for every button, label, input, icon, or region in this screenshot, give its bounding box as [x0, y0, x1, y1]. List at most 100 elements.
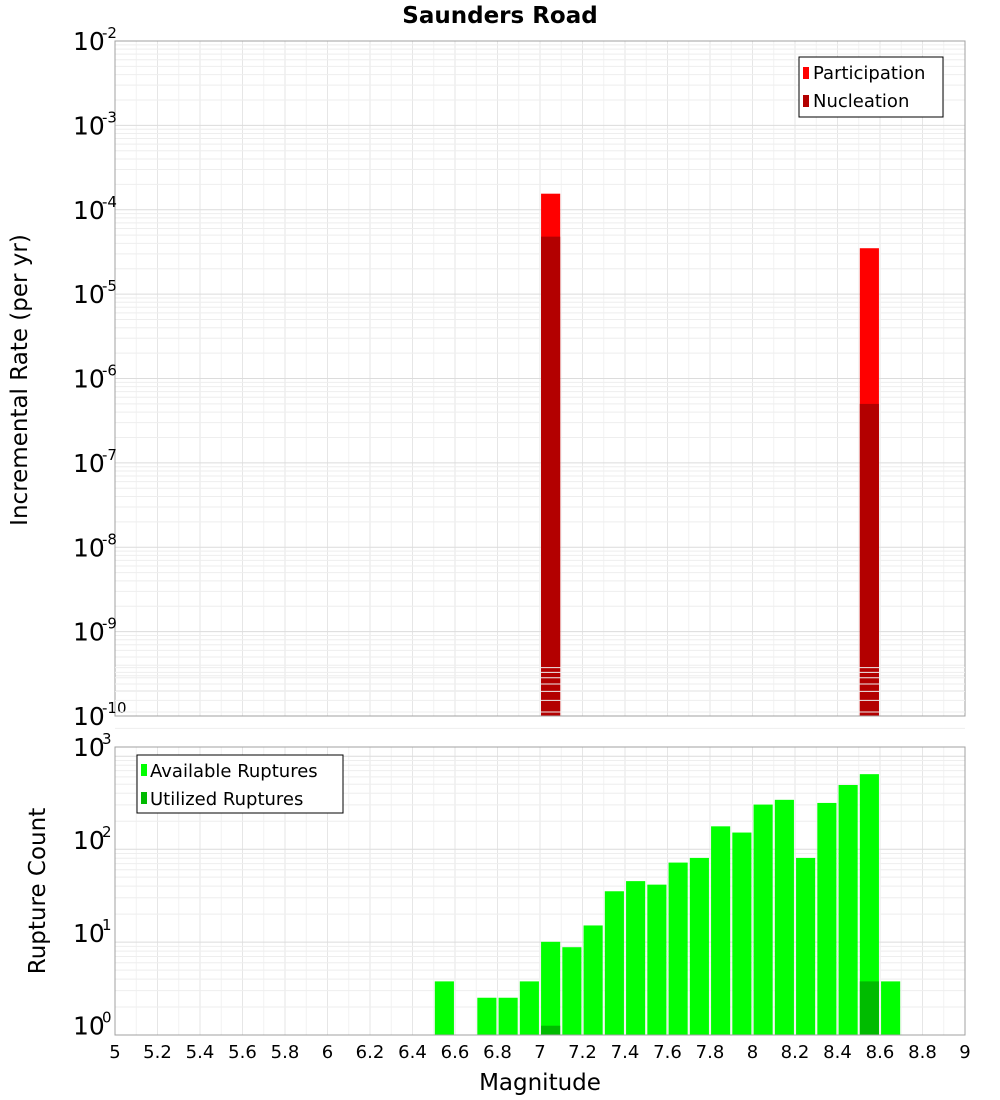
x-tick-label: 7 [534, 1042, 545, 1063]
top-y-tick-exponent: -9 [102, 615, 117, 633]
bar-available-ruptures [796, 857, 816, 1035]
bottom-y-tick-exponent: 0 [102, 1009, 112, 1027]
bar-nucleation [859, 403, 879, 716]
bar-available-ruptures [583, 925, 603, 1035]
bottom-y-tick-exponent: 3 [102, 730, 112, 748]
x-tick-label: 7.4 [611, 1042, 640, 1063]
legend-swatch-nucleation [803, 95, 809, 107]
top-y-tick-exponent: -4 [102, 193, 117, 211]
bar-available-ruptures [498, 997, 518, 1035]
bar-utilized-ruptures [859, 981, 879, 1035]
bar-available-ruptures [434, 981, 454, 1035]
x-tick-label: 8 [747, 1042, 758, 1063]
top-y-tick-label: 10 [73, 280, 105, 309]
bar-available-ruptures [477, 997, 497, 1035]
bottom-y-tick-exponent: 2 [102, 823, 112, 841]
x-tick-label: 6.6 [441, 1042, 470, 1063]
top-plot-frame [114, 40, 966, 717]
bar-available-ruptures [562, 947, 582, 1035]
bar-available-ruptures [604, 891, 624, 1035]
legend-swatch-available-ruptures [141, 764, 147, 776]
bar-available-ruptures [711, 826, 731, 1035]
legend-label-nucleation: Nucleation [813, 91, 909, 112]
top-y-tick-exponent: -10 [102, 699, 127, 717]
top-y-tick-exponent: -2 [102, 24, 117, 42]
x-tick-label: 6.8 [483, 1042, 512, 1063]
x-tick-label: 6.4 [398, 1042, 427, 1063]
legend-swatch-participation [803, 67, 809, 79]
top-y-tick-label: 10 [73, 365, 105, 394]
x-tick-label: 6 [322, 1042, 333, 1063]
bar-available-ruptures [626, 881, 646, 1035]
bar-available-ruptures [647, 884, 667, 1035]
top-y-tick-label: 10 [73, 449, 105, 478]
bottom-y-tick-label: 10 [73, 826, 105, 855]
bar-available-ruptures [838, 784, 858, 1035]
bar-available-ruptures [689, 857, 709, 1035]
legend-label-utilized-ruptures: Utilized Ruptures [150, 789, 303, 810]
bar-available-ruptures [519, 981, 539, 1035]
x-tick-label: 5.8 [271, 1042, 300, 1063]
bottom-grid [114, 667, 966, 1036]
bar-available-ruptures [774, 799, 794, 1035]
bottom-y-axis-label: Rupture Count [25, 808, 51, 974]
x-tick-label: 7.6 [653, 1042, 682, 1063]
x-tick-label: 6.2 [356, 1042, 385, 1063]
x-tick-label: 9 [959, 1042, 970, 1063]
top-y-tick-label: 10 [73, 618, 105, 647]
top-legend-box [798, 56, 944, 118]
x-tick-label: 5.6 [228, 1042, 257, 1063]
bar-available-ruptures [753, 804, 773, 1035]
top-legend: Participation Nucleation [798, 56, 944, 118]
x-tick-label: 7.8 [696, 1042, 725, 1063]
bottom-y-tick-exponent: 1 [102, 916, 112, 934]
bottom-plot-frame [114, 746, 966, 1036]
bar-available-ruptures [668, 862, 688, 1035]
chart-title: Saunders Road [402, 3, 597, 29]
bottom-y-tick-label: 10 [73, 733, 105, 762]
bottom-y-tick-label: 10 [73, 1012, 105, 1041]
legend-label-available-ruptures: Available Ruptures [150, 761, 318, 782]
top-y-tick-label: 10 [73, 27, 105, 56]
bar-available-ruptures [541, 941, 561, 1035]
bar-available-ruptures [732, 832, 752, 1035]
legend-swatch-utilized-ruptures [141, 792, 147, 804]
top-y-tick-label: 10 [73, 533, 105, 562]
x-tick-label: 5.2 [143, 1042, 172, 1063]
top-grid [114, 41, 966, 717]
top-y-tick-label: 10 [73, 111, 105, 140]
top-y-tick-exponent: -3 [102, 108, 117, 126]
x-tick-label: 5 [109, 1042, 120, 1063]
x-tick-label: 8.6 [866, 1042, 895, 1063]
x-axis-label: Magnitude [479, 1070, 601, 1096]
top-y-tick-label: 10 [73, 702, 105, 731]
legend-label-participation: Participation [813, 63, 925, 84]
x-tick-label: 8.2 [781, 1042, 810, 1063]
x-tick-label: 7.2 [568, 1042, 597, 1063]
top-y-axis-label: Incremental Rate (per yr) [7, 234, 33, 526]
bar-available-ruptures [817, 802, 837, 1035]
top-bars [541, 193, 879, 717]
bar-utilized-ruptures [541, 1025, 561, 1035]
bar-available-ruptures [859, 774, 879, 1035]
top-y-tick-exponent: -6 [102, 362, 117, 380]
bar-available-ruptures [881, 981, 901, 1035]
x-tick-label: 8.4 [823, 1042, 852, 1063]
top-y-tick-label: 10 [73, 196, 105, 225]
bottom-legend-box [136, 754, 344, 814]
bottom-legend: Available Ruptures Utilized Ruptures [136, 754, 344, 814]
bottom-y-tick-label: 10 [73, 919, 105, 948]
bottom-x-ticks: 5 5.2 5.4 5.6 5.8 6 6.2 6.4 6.6 6.8 7 7.2 7.4 7.6 7.8 8… [109, 1042, 970, 1063]
top-y-tick-exponent: -7 [102, 446, 117, 464]
x-tick-label: 8.8 [908, 1042, 937, 1063]
bottom-bars [434, 774, 901, 1035]
x-tick-label: 5.4 [186, 1042, 215, 1063]
top-y-tick-exponent: -8 [102, 530, 117, 548]
top-y-tick-exponent: -5 [102, 277, 117, 295]
bar-nucleation [541, 236, 561, 716]
